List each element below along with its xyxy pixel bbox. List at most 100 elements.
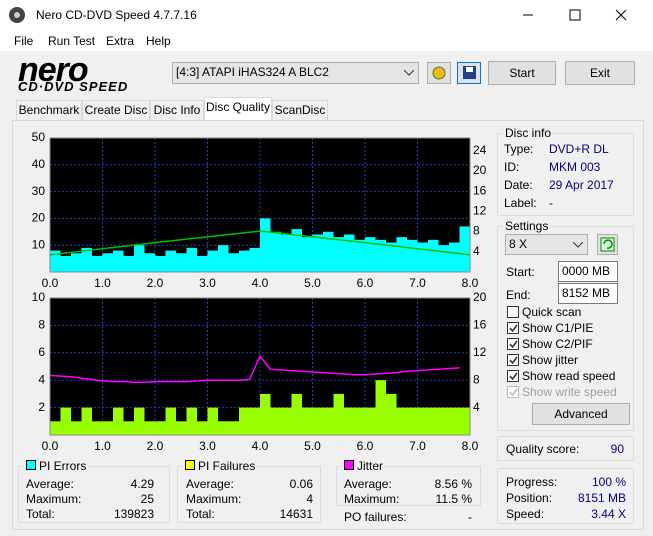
bar [113,250,124,272]
bar [228,253,239,272]
bar [186,247,197,272]
tab[interactable]: Disc Quality [204,97,272,120]
bar [291,229,302,272]
window-title: Nero CD-DVD Speed 4.7.7.16 [36,8,197,22]
y2-tick-label: 12 [473,345,487,359]
speed-select[interactable]: 8 X [505,234,588,255]
stat-value: 139823 [113,507,154,521]
end-label: End: [506,288,531,302]
bar [270,407,281,435]
bar [386,242,397,272]
bar [144,421,155,435]
plot-frame [49,297,471,436]
bar [428,407,439,435]
bar [60,407,71,435]
drive-select[interactable]: [4:3] ATAPI iHAS324 A BLC2 [172,62,419,84]
bar [281,407,292,435]
bar [344,407,355,435]
group-title: Disc info [503,126,554,140]
end-input[interactable]: 8152 MB [558,283,618,304]
menu-item[interactable]: Help [146,34,171,48]
legend-swatch [344,460,354,470]
bar [302,237,313,272]
tab[interactable]: Create Disc [82,100,150,120]
bar [92,421,103,435]
legend-label: PI Errors [39,459,87,473]
checkbox[interactable] [507,370,519,382]
tab[interactable]: Benchmark [16,100,82,120]
bar [396,237,407,272]
x-tick-label: 6.0 [357,439,374,453]
eject-button[interactable] [427,62,451,84]
x-tick-label: 8.0 [462,276,479,290]
bar [417,242,428,272]
legend-label: Jitter [357,459,384,473]
y-tick-label: 10 [32,290,46,304]
refresh-button[interactable] [597,234,618,255]
checkbox[interactable] [507,322,519,334]
bar [60,255,71,272]
info-value: 29 Apr 2017 [549,178,614,192]
start-button[interactable]: Start [488,61,556,85]
tab-label: Disc Quality [205,100,270,114]
stat-label: Maximum: [344,492,400,506]
tab[interactable]: ScanDisc [272,100,328,120]
bar [71,253,82,272]
bar [113,407,124,435]
window-controls[interactable] [510,0,653,30]
bar [81,247,92,272]
menu-item[interactable]: File [14,34,34,48]
advanced-button[interactable]: Advanced [532,403,630,425]
bar [333,393,344,435]
save-button[interactable] [457,62,481,84]
bar [228,421,239,435]
x-tick-label: 5.0 [304,276,321,290]
start-input[interactable]: 0000 MB [558,261,618,282]
check-mark [509,356,518,365]
bar [218,245,229,272]
y-tick-label: 30 [32,184,46,198]
bar [123,421,134,435]
y-tick-label: 20 [32,211,46,225]
stat-label: Total: [26,507,55,521]
progress-label: Progress: [506,475,558,489]
bar [260,218,271,272]
bar [197,421,208,435]
bar [260,393,271,435]
bar [92,255,103,272]
group-title: Settings [503,219,551,233]
checkbox-label: Quick scan [522,305,582,319]
progress-label: Position: [506,491,553,505]
save-icon [463,66,476,79]
stat-label: Average: [186,477,234,491]
stat-value: 11.5 % [435,492,472,506]
check-mark [509,388,518,397]
group-title: Jitter [342,459,386,473]
x-tick-label: 3.0 [199,276,216,290]
bar [438,245,449,272]
bar [365,407,376,435]
checkbox[interactable] [507,354,519,366]
bar [312,234,323,272]
checkbox-label: Show jitter [522,353,579,367]
stat-label: Average: [344,477,392,491]
pi-failures-group: PI Failures [177,459,321,523]
checkbox-label: Show read speed [522,369,616,383]
x-tick-label: 1.0 [94,439,111,453]
checkbox[interactable] [507,338,519,350]
legend-label: PI Failures [198,459,256,473]
bar [270,231,281,272]
menu-item[interactable]: Extra [106,34,135,48]
checkbox[interactable] [507,306,519,318]
bar [186,407,197,435]
jitter-group: Jitter [336,459,481,506]
bar [176,253,187,272]
tab-label: Create Disc [84,103,148,117]
tab[interactable]: Disc Info [150,100,204,120]
menu-item[interactable]: Run Test [48,34,96,48]
info-label: Type: [504,142,534,156]
group-title: PI Failures [183,459,258,473]
exit-button[interactable]: Exit [565,61,635,85]
progress-value: 3.44 X [591,507,626,521]
